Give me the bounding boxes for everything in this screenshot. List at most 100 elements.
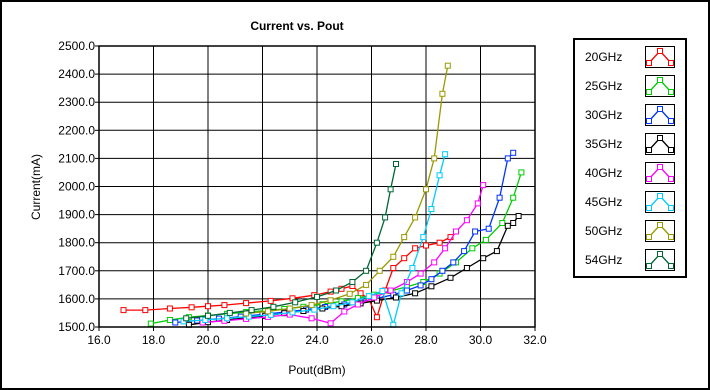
data-point[interactable] [412,214,419,221]
data-point[interactable] [363,267,370,274]
data-point[interactable] [401,234,408,241]
data-point[interactable] [423,186,429,193]
data-point[interactable] [510,149,517,156]
data-point[interactable] [308,302,315,309]
data-point[interactable] [341,308,348,315]
data-point[interactable] [248,307,255,314]
data-point[interactable] [349,279,356,285]
data-point[interactable] [431,259,438,266]
data-point[interactable] [412,290,419,297]
data-point[interactable] [333,287,340,294]
data-point[interactable] [493,248,500,255]
data-point[interactable] [221,302,228,309]
data-point[interactable] [382,214,389,221]
data-point[interactable] [349,299,356,306]
data-point[interactable] [463,217,470,224]
data-point[interactable] [518,169,525,176]
data-point[interactable] [363,281,370,288]
data-point[interactable] [172,319,179,326]
legend-item[interactable]: 30GHz [575,102,685,130]
data-point[interactable] [188,304,195,311]
data-point[interactable] [390,253,397,260]
data-point[interactable] [376,267,383,274]
legend-item[interactable]: 25GHz [575,73,685,101]
data-point[interactable] [330,303,337,310]
data-point[interactable] [166,317,173,323]
data-point[interactable] [510,220,517,226]
data-point[interactable] [243,300,250,307]
data-point[interactable] [442,151,449,158]
data-point[interactable] [436,172,443,179]
data-point[interactable] [504,155,511,162]
data-point[interactable] [379,288,386,294]
data-point[interactable] [270,303,277,310]
data-point[interactable] [469,245,476,252]
data-point[interactable] [412,245,419,252]
data-point[interactable] [314,293,320,300]
data-point[interactable] [428,283,435,290]
data-point[interactable] [224,315,231,322]
data-point[interactable] [499,220,506,226]
data-point[interactable] [472,228,479,235]
data-point[interactable] [393,294,399,301]
data-point[interactable] [439,90,446,97]
data-point[interactable] [496,194,503,201]
data-point[interactable] [504,222,511,229]
data-point[interactable] [243,310,250,317]
data-point[interactable] [327,297,334,304]
data-point[interactable] [387,287,394,294]
data-point[interactable] [409,265,416,271]
data-point[interactable] [447,274,454,281]
data-point[interactable] [371,294,378,301]
data-point[interactable] [453,228,459,235]
data-point[interactable] [444,62,451,69]
data-point[interactable] [403,287,410,294]
data-point[interactable] [354,301,361,308]
data-point[interactable] [398,290,405,297]
data-point[interactable] [264,308,271,315]
data-point[interactable] [450,259,457,266]
data-point[interactable] [327,320,334,327]
data-point[interactable] [205,312,211,319]
data-point[interactable] [373,239,380,246]
data-point[interactable] [292,299,299,306]
data-point[interactable] [226,309,233,316]
legend-item[interactable]: 50GHz [575,218,685,246]
data-point[interactable] [461,248,468,255]
data-point[interactable] [442,245,449,252]
legend-item[interactable]: 45GHz [575,189,685,217]
data-point[interactable] [482,236,489,243]
data-point[interactable] [166,305,173,312]
data-point[interactable] [142,307,149,314]
data-point[interactable] [286,305,293,312]
data-point[interactable] [474,200,481,207]
data-point[interactable] [439,267,446,274]
data-point[interactable] [401,255,408,262]
data-point[interactable] [417,282,424,289]
data-point[interactable] [387,186,394,193]
data-point[interactable] [420,234,427,241]
data-point[interactable] [485,225,492,232]
data-point[interactable] [510,194,517,201]
data-point[interactable] [431,155,438,162]
data-point[interactable] [463,265,470,271]
data-point[interactable] [480,255,487,262]
data-point[interactable] [393,161,399,167]
data-point[interactable] [480,182,487,189]
legend-item[interactable]: 40GHz [575,160,685,188]
legend-item[interactable]: 35GHz [575,131,685,159]
data-point[interactable] [428,206,435,212]
data-point[interactable] [205,303,211,310]
data-point[interactable] [365,293,372,300]
data-point[interactable] [308,315,315,322]
data-point[interactable] [423,242,429,249]
data-point[interactable] [436,239,443,246]
data-point[interactable] [267,297,274,304]
data-point[interactable] [515,213,522,219]
data-point[interactable] [357,290,364,297]
data-point[interactable] [147,320,154,327]
data-point[interactable] [183,315,190,322]
data-point[interactable] [428,276,435,283]
data-point[interactable] [346,290,353,297]
data-point[interactable] [120,307,127,314]
